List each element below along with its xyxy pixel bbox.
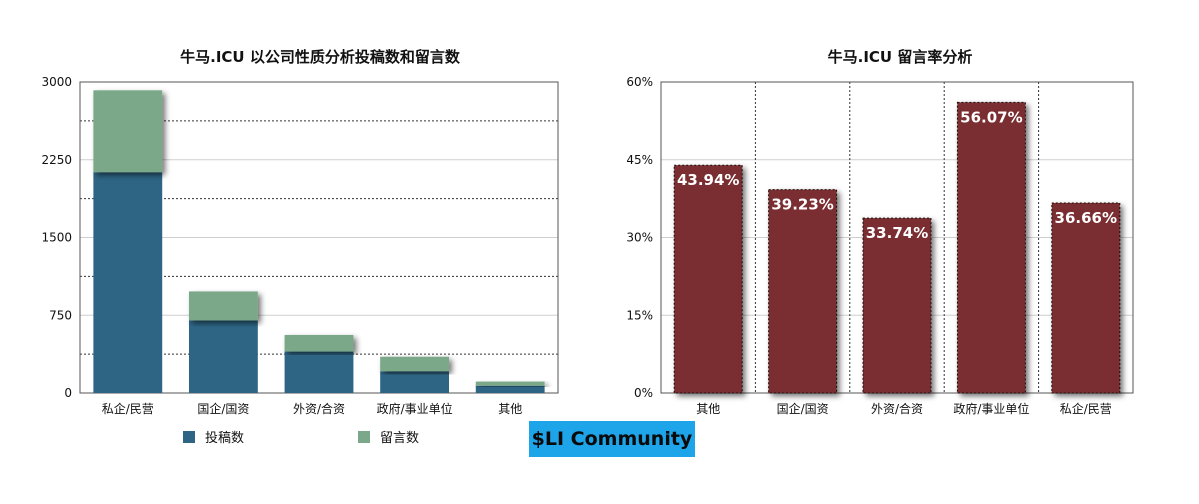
- legend-label-submissions: 投稿数: [205, 431, 245, 446]
- legend-item-submissions: 投稿数: [183, 427, 244, 446]
- left-bar-submissions: [380, 371, 450, 393]
- left-bar-comments: [93, 90, 163, 173]
- left-category-label: 政府/事业单位: [377, 401, 453, 416]
- left-bar-comments: [188, 291, 258, 321]
- right-bar: [956, 101, 1026, 394]
- right-data-label: 43.94%: [677, 171, 739, 189]
- left-category-label: 其他: [498, 402, 522, 416]
- right-category-label: 外资/合资: [871, 401, 923, 416]
- right-category-label: 国企/国资: [777, 401, 829, 416]
- left-category-label: 私企/民营: [102, 401, 154, 416]
- left-bar-comments: [380, 356, 450, 372]
- right-bar-chart: 0% 15% 30% 45% 60% 43.94% 其他 39.23% 国企/国资 33.74% 外…: [626, 75, 1134, 416]
- left-category-label: 国企/国资: [197, 401, 249, 416]
- legend-swatch-comments: [358, 430, 370, 443]
- left-bar-submissions: [188, 320, 258, 393]
- right-category-label: 政府/事业单位: [953, 401, 1029, 416]
- left-ytick-label: 2250: [41, 153, 72, 167]
- right-category-label: 其他: [696, 402, 720, 416]
- right-bar: [768, 189, 838, 394]
- right-ytick-label: 60%: [626, 75, 653, 89]
- left-stacked-bar-chart: 0 750 1500 2250 3000 私企/民营 国企/国资 外资/合资 政府/事业单位 其他: [41, 75, 559, 416]
- legend-swatch-submissions: [183, 430, 195, 443]
- right-data-label: 36.66%: [1055, 209, 1117, 227]
- right-chart-title: 牛马.ICU 留言率分析: [827, 48, 973, 66]
- left-bar-comments: [475, 381, 545, 386]
- left-ytick-label: 3000: [41, 75, 72, 89]
- right-ytick-label: 30%: [626, 231, 653, 245]
- right-category-label: 私企/民营: [1060, 401, 1112, 416]
- right-data-label: 56.07%: [960, 108, 1022, 126]
- right-ytick-label: 45%: [626, 153, 653, 167]
- left-category-label: 外资/合资: [293, 401, 345, 416]
- legend-label-comments: 留言数: [380, 431, 420, 446]
- right-data-label: 33.74%: [866, 224, 928, 242]
- watermark-badge: $LI Community: [529, 421, 695, 457]
- right-ytick-label: 0%: [634, 386, 653, 400]
- right-bar: [1051, 202, 1121, 394]
- left-chart-title: 牛马.ICU 以公司性质分析投稿数和留言数: [180, 48, 460, 66]
- left-ytick-label: 1500: [41, 231, 72, 245]
- legend-item-comments: 留言数: [358, 427, 419, 446]
- left-bar-submissions: [93, 172, 163, 393]
- right-data-label: 39.23%: [771, 196, 833, 214]
- left-ytick-label: 750: [49, 308, 72, 322]
- left-bar-submissions: [284, 351, 354, 393]
- left-ytick-label: 0: [64, 386, 72, 400]
- right-ytick-label: 15%: [626, 308, 653, 322]
- left-bar-comments: [284, 334, 354, 352]
- right-bar: [862, 217, 932, 394]
- right-bar: [673, 164, 743, 394]
- left-bar-submissions: [475, 385, 545, 393]
